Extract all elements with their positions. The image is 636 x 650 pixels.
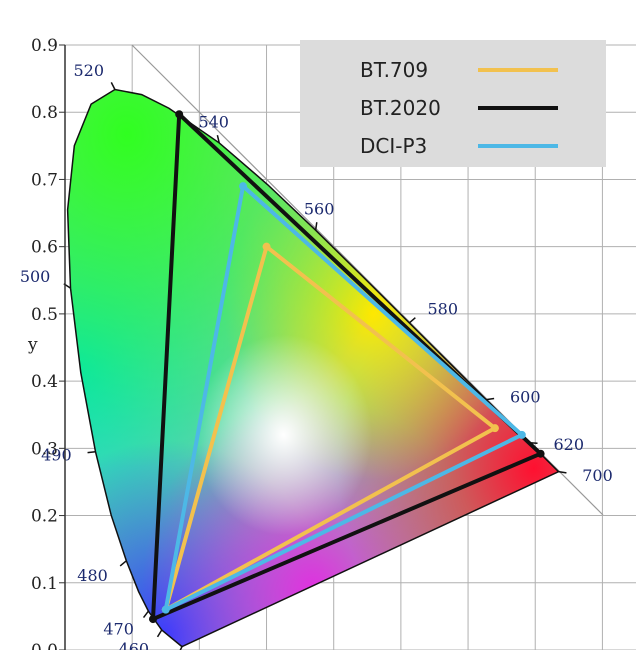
primary-point: [517, 430, 526, 439]
wavelength-label: 520: [74, 61, 105, 80]
locus-tick: [408, 317, 416, 324]
y-tick-label: 0.8: [31, 103, 58, 123]
locus-tick: [87, 450, 96, 454]
y-tick-label: 0.6: [31, 238, 58, 258]
wavelength-label: 580: [427, 300, 458, 319]
primary-point: [175, 110, 184, 119]
gamut-gradient: [67, 89, 559, 647]
wavelength-label: 700: [582, 466, 613, 485]
primary-point: [536, 449, 545, 458]
legend-label: BT.2020: [360, 96, 441, 120]
y-tick-label: 0.3: [31, 439, 58, 459]
legend-label: DCI-P3: [360, 134, 427, 158]
gamut-triangle: [163, 184, 524, 612]
primary-point: [262, 242, 271, 251]
wavelength-label: 500: [20, 267, 51, 286]
wavelength-label: 540: [198, 113, 229, 132]
wavelength-label: 600: [510, 387, 541, 406]
gamut-triangle: [151, 112, 543, 622]
primary-point: [161, 605, 170, 614]
y-tick-label: 0.1: [31, 574, 58, 594]
locus-tick: [486, 397, 495, 401]
locus-tick: [110, 82, 116, 90]
wavelength-label: 480: [77, 566, 108, 585]
locus-tick: [216, 134, 220, 144]
y-tick-label: 0.4: [31, 372, 58, 392]
y-tick-label: 0.5: [31, 305, 58, 325]
locus-tick: [179, 646, 183, 650]
wavelength-label: 620: [553, 435, 584, 454]
wavelength-label: 460: [119, 640, 150, 650]
locus-tick: [558, 470, 567, 474]
gamut-triangle: [163, 244, 497, 612]
plot: 380460470480490500520540560580600620700: [20, 61, 613, 650]
y-axis-label: y: [27, 335, 38, 355]
locus-tick: [156, 629, 163, 638]
wavelength-label: 470: [103, 620, 134, 639]
primary-point: [239, 182, 248, 191]
locus-tick: [119, 560, 127, 567]
legend-box: [300, 40, 606, 167]
y-tick-label: 0.0: [31, 641, 58, 650]
legend-label: BT.709: [360, 58, 428, 82]
primary-point: [490, 424, 499, 433]
legend: BT.709 BT.2020 DCI-P3: [300, 40, 606, 167]
primary-point: [149, 615, 158, 624]
wavelength-label: 490: [41, 445, 72, 464]
y-tick-label: 0.7: [31, 170, 58, 190]
locus-tick: [314, 222, 318, 231]
y-tick-label: 0.2: [31, 507, 58, 527]
wavelength-label: 560: [304, 199, 335, 218]
y-tick-label: 0.9: [31, 36, 58, 56]
locus-tick: [142, 610, 149, 618]
